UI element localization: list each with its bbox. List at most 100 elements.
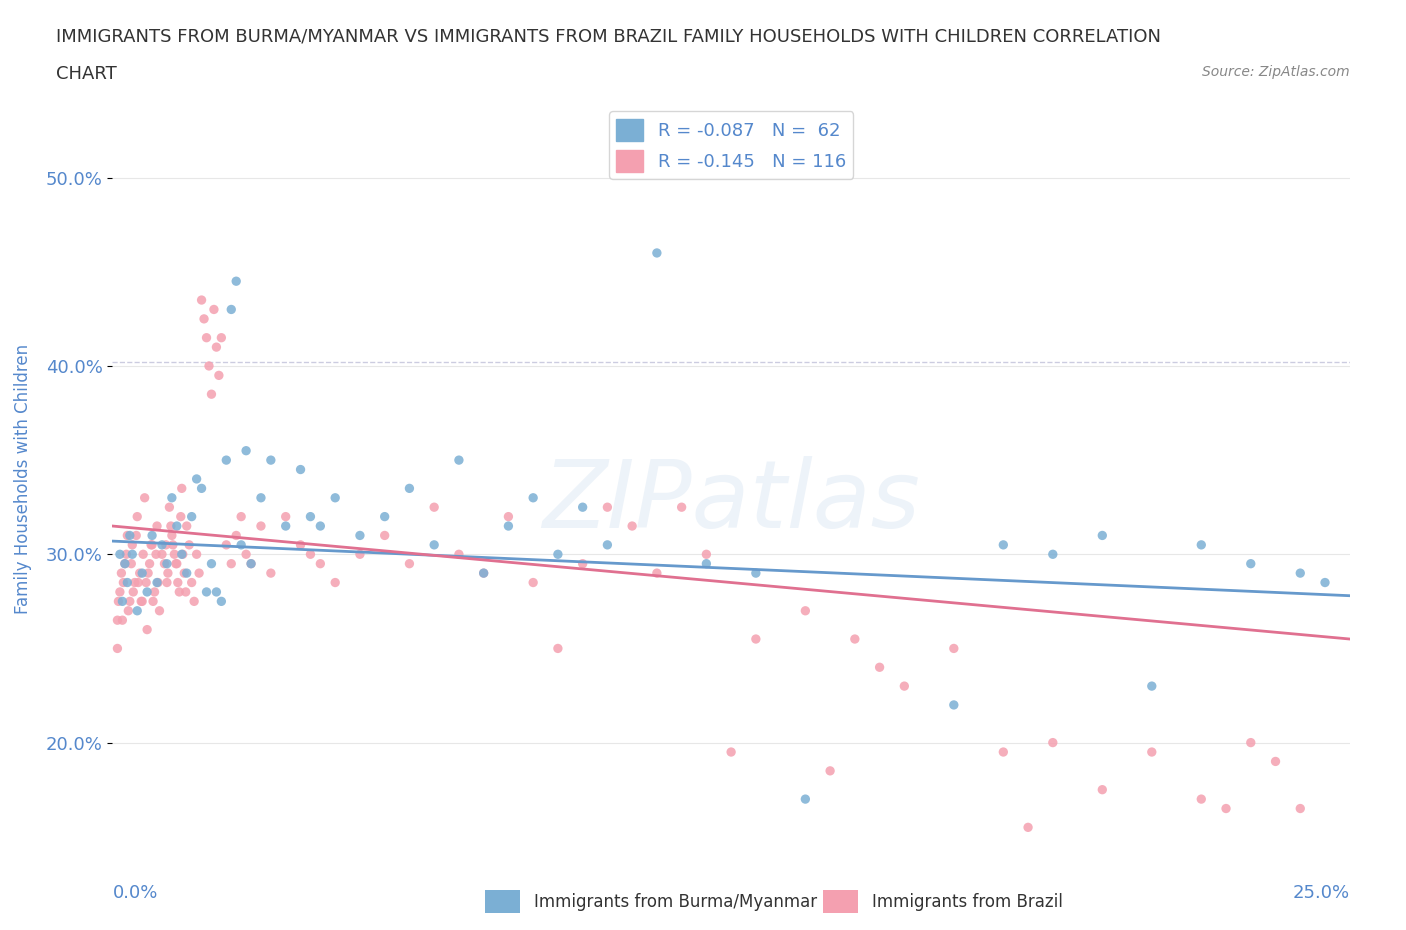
- Point: [423, 538, 446, 552]
- Point: [117, 528, 139, 543]
- Point: [645, 565, 668, 580]
- Point: [299, 510, 322, 525]
- Point: [122, 585, 145, 600]
- Point: [111, 613, 134, 628]
- Point: [374, 510, 396, 525]
- Point: [111, 594, 134, 609]
- Point: [869, 660, 891, 675]
- Point: [118, 594, 141, 609]
- Point: [118, 528, 141, 543]
- Point: [225, 273, 247, 288]
- Point: [323, 575, 346, 590]
- Point: [215, 453, 238, 468]
- Text: CHART: CHART: [56, 65, 117, 83]
- Point: [893, 679, 915, 694]
- Point: [1042, 547, 1064, 562]
- Point: [720, 745, 742, 760]
- Point: [160, 519, 183, 534]
- Point: [155, 538, 177, 552]
- Point: [107, 641, 129, 656]
- Point: [745, 631, 768, 646]
- Point: [188, 565, 211, 580]
- Point: [1189, 538, 1212, 552]
- Point: [596, 538, 619, 552]
- Point: [621, 519, 644, 534]
- Point: [695, 547, 717, 562]
- Point: [125, 528, 148, 543]
- Point: [235, 444, 257, 458]
- Text: Immigrants from Brazil: Immigrants from Brazil: [872, 893, 1063, 911]
- Point: [112, 575, 135, 590]
- Point: [200, 556, 222, 571]
- Point: [818, 764, 841, 778]
- Point: [250, 490, 273, 505]
- Text: Source: ZipAtlas.com: Source: ZipAtlas.com: [1202, 65, 1350, 79]
- Point: [157, 499, 180, 514]
- Point: [114, 556, 136, 571]
- Point: [193, 312, 215, 326]
- Point: [124, 575, 146, 590]
- Point: [398, 481, 420, 496]
- Point: [219, 556, 242, 571]
- Point: [156, 565, 179, 580]
- Point: [120, 556, 142, 571]
- Point: [208, 368, 231, 383]
- Point: [160, 490, 183, 505]
- Point: [160, 528, 183, 543]
- Point: [165, 556, 187, 571]
- Point: [522, 575, 544, 590]
- Point: [323, 490, 346, 505]
- Point: [121, 547, 143, 562]
- Point: [274, 519, 297, 534]
- Point: [139, 538, 162, 552]
- Point: [170, 481, 193, 496]
- Point: [1042, 735, 1064, 750]
- Point: [176, 519, 198, 534]
- Text: Immigrants from Burma/Myanmar: Immigrants from Burma/Myanmar: [534, 893, 817, 911]
- Point: [240, 556, 263, 571]
- Point: [1091, 528, 1114, 543]
- Point: [156, 575, 179, 590]
- Point: [695, 556, 717, 571]
- Point: [349, 528, 371, 543]
- Point: [166, 519, 188, 534]
- Point: [240, 556, 263, 571]
- Point: [166, 556, 188, 571]
- Point: [447, 453, 470, 468]
- Point: [117, 575, 139, 590]
- Point: [1240, 556, 1263, 571]
- Point: [1189, 791, 1212, 806]
- Point: [195, 585, 218, 600]
- Point: [1017, 820, 1039, 835]
- Point: [148, 604, 170, 618]
- Point: [1140, 745, 1163, 760]
- Point: [547, 641, 569, 656]
- Point: [141, 538, 163, 552]
- Point: [132, 547, 155, 562]
- Point: [117, 604, 139, 618]
- Point: [993, 538, 1015, 552]
- Point: [127, 510, 149, 525]
- Point: [131, 594, 153, 609]
- Point: [398, 556, 420, 571]
- Point: [219, 302, 242, 317]
- Point: [498, 519, 520, 534]
- Point: [128, 565, 150, 580]
- Point: [209, 330, 232, 345]
- Point: [423, 499, 446, 514]
- Point: [162, 538, 184, 552]
- Point: [290, 462, 312, 477]
- Point: [447, 547, 470, 562]
- Point: [250, 519, 273, 534]
- Point: [1215, 801, 1237, 816]
- Point: [235, 547, 257, 562]
- Point: [156, 556, 179, 571]
- Point: [190, 481, 212, 496]
- Point: [108, 547, 131, 562]
- Point: [1289, 565, 1312, 580]
- Point: [794, 791, 817, 806]
- Point: [190, 293, 212, 308]
- Point: [993, 745, 1015, 760]
- Point: [869, 857, 891, 872]
- Point: [231, 538, 253, 552]
